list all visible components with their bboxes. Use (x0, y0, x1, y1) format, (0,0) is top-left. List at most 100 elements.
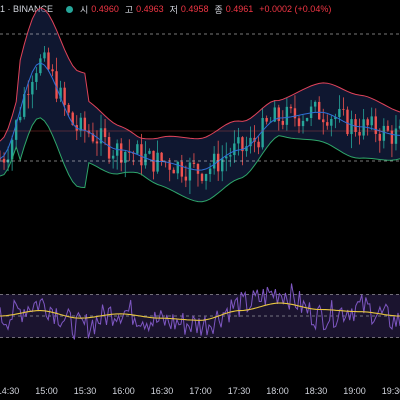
candle (249, 137, 252, 147)
candle (241, 137, 244, 152)
candle (257, 141, 260, 148)
candle (261, 117, 264, 148)
candle (354, 119, 357, 133)
candle (216, 153, 220, 172)
candle (326, 122, 329, 126)
candle (350, 119, 353, 135)
x-tick-label: 16:00 (112, 386, 135, 396)
candle (124, 151, 127, 163)
candle (160, 152, 163, 162)
candle (192, 162, 196, 164)
candle (305, 117, 309, 121)
candle (0, 158, 2, 160)
x-tick-label: 18:00 (266, 386, 289, 396)
x-tick-label: 14:30 (0, 386, 19, 396)
oscillator-line (0, 283, 400, 340)
candle (358, 132, 361, 136)
high-label: 고 (124, 4, 134, 15)
candle (148, 150, 151, 154)
candle (285, 106, 289, 125)
x-axis: 14:30 15:00 15:30 16:00 16:30 17:00 17:30 18:00… (0, 386, 400, 396)
x-tick-label: 18:30 (305, 386, 328, 396)
x-tick-label: 17:30 (228, 386, 251, 396)
candle (14, 120, 18, 140)
open-value: 0.4960 (91, 4, 119, 14)
candle (265, 117, 268, 122)
candle (322, 119, 325, 123)
candle (342, 108, 345, 110)
candle (362, 119, 365, 136)
candle (317, 101, 321, 120)
candle (229, 155, 232, 157)
candle (111, 155, 115, 159)
oscillator-panel (0, 283, 400, 340)
candle (128, 151, 131, 153)
candle (330, 119, 333, 126)
price-panel (0, 7, 400, 203)
candle (370, 116, 373, 126)
candle (188, 162, 192, 181)
candle (374, 116, 377, 134)
candle (23, 94, 26, 117)
candle (136, 144, 139, 154)
candle (394, 128, 398, 144)
candle (31, 81, 34, 95)
low-label: 저 (169, 4, 178, 15)
oscillator-ma-line (0, 302, 400, 321)
price-band-fill (0, 7, 400, 202)
candle (71, 112, 74, 126)
close-label: 종 (214, 4, 223, 15)
close-value: 0.4961 (225, 4, 254, 14)
candle (140, 144, 143, 166)
candle (221, 158, 224, 172)
candle (99, 128, 103, 144)
candle (47, 52, 50, 70)
candle (208, 168, 212, 175)
candle (346, 109, 349, 135)
candle (366, 119, 369, 126)
market-status-icon (66, 5, 74, 13)
candle (95, 141, 99, 144)
candle (309, 106, 313, 118)
candle (378, 133, 381, 141)
candle (398, 125, 400, 129)
symbol-label[interactable]: 1 · BINANCE (0, 4, 54, 14)
open-label: 시 (80, 4, 89, 15)
band-mid-line (0, 62, 400, 171)
candle (338, 108, 341, 118)
candle (297, 118, 301, 127)
candle (83, 117, 87, 131)
band-lower-line (0, 117, 400, 203)
x-tick-label: 15:00 (35, 386, 58, 396)
candle (204, 174, 208, 181)
candle (212, 153, 216, 169)
candle (334, 117, 337, 120)
candle (91, 133, 95, 142)
candle (168, 162, 171, 170)
x-tick-label: 15:30 (74, 386, 97, 396)
candle (200, 173, 204, 181)
candle (386, 125, 390, 131)
candle (43, 52, 46, 59)
candle (301, 120, 305, 127)
candle (176, 161, 179, 174)
candle (39, 58, 42, 74)
candle (27, 94, 30, 95)
candle (293, 108, 297, 119)
candle (55, 71, 58, 99)
candle (184, 176, 188, 181)
band-upper-line (0, 7, 400, 142)
candle (277, 107, 280, 121)
candle (180, 161, 184, 177)
candle (237, 137, 240, 144)
candle (196, 163, 200, 174)
candle (289, 106, 293, 109)
x-tick-label: 16:30 (151, 386, 174, 396)
candle (35, 73, 38, 82)
candle (172, 169, 175, 174)
candle (63, 87, 66, 105)
candle (273, 107, 276, 122)
candle (225, 156, 228, 159)
candle (120, 143, 123, 163)
